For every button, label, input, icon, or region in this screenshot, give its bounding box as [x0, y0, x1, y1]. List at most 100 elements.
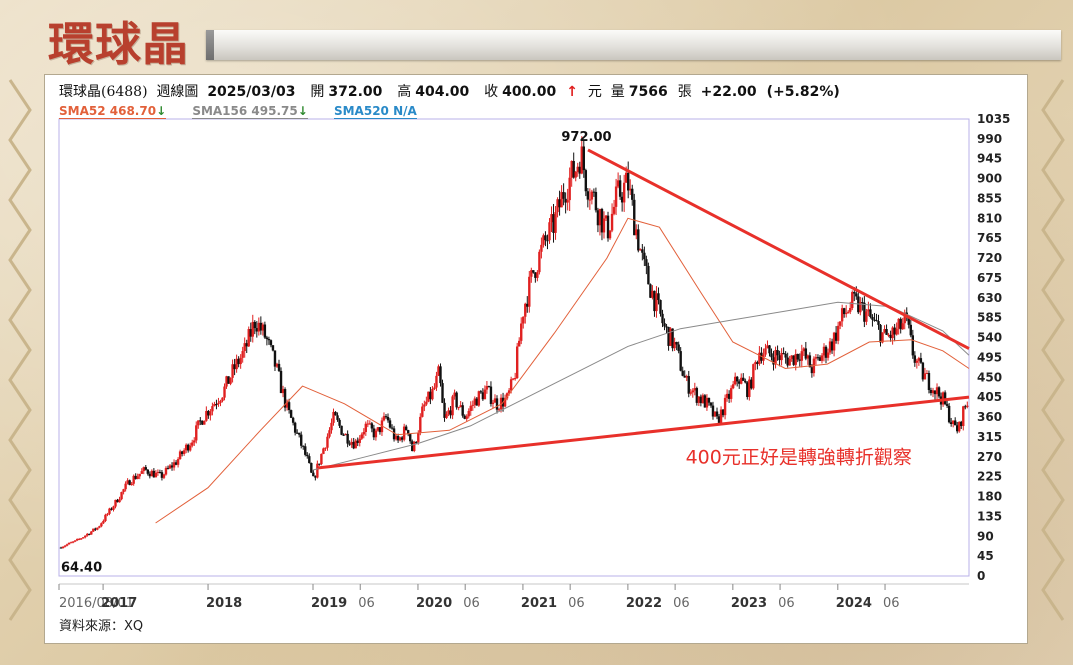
candle-body [106, 513, 109, 515]
candle-body [269, 340, 273, 346]
candle-body [675, 341, 678, 345]
candle-body [82, 537, 85, 539]
candle-body [247, 329, 250, 347]
candle-body [548, 222, 551, 241]
candle-body [725, 393, 729, 398]
candle-body [651, 290, 654, 298]
candle-body [465, 416, 468, 419]
candle-body [417, 432, 420, 443]
candle-body [279, 370, 283, 394]
candle-body [748, 379, 751, 397]
y-tick-label: 900 [977, 172, 1002, 186]
candle-body [758, 352, 761, 364]
candle-body [392, 428, 396, 440]
candle-body [923, 373, 927, 380]
candle-body [312, 472, 315, 477]
candle-body [616, 180, 620, 187]
candle-body [818, 357, 822, 361]
candle-body [328, 430, 331, 437]
candle-body [77, 538, 81, 540]
candle-body [671, 328, 674, 349]
candle-body [610, 213, 614, 231]
candle-body [772, 357, 775, 365]
candle-body [917, 358, 921, 361]
candle-body [742, 377, 745, 381]
candle-body [172, 462, 176, 468]
candle-body [419, 416, 422, 433]
candle-body [140, 471, 143, 474]
y-tick-label: 0 [977, 569, 985, 583]
candle-body [588, 199, 592, 201]
sma-legend: SMA52 468.70↓ SMA156 495.75↓ SMA520 N/A [59, 104, 439, 119]
candle-body [217, 402, 220, 405]
candle-body [746, 382, 749, 397]
candle-body [388, 420, 392, 428]
candle-body [608, 230, 612, 239]
candle-body [368, 423, 372, 425]
candle-body [429, 391, 432, 400]
candle-body [899, 318, 902, 330]
candle-body [195, 425, 198, 441]
candle-body [788, 358, 791, 366]
x-tick-label: 2023 [731, 596, 767, 611]
candle-body [719, 409, 723, 423]
candle-body [170, 465, 174, 468]
candle-body [421, 406, 424, 417]
candle-body [669, 328, 672, 346]
candle-body [937, 387, 941, 397]
candle-body [933, 390, 937, 395]
candle-body [443, 402, 446, 418]
candle-body [362, 431, 365, 435]
candle-body [166, 467, 170, 469]
low-price-label: 64.40 [61, 561, 102, 576]
candle-body [287, 402, 291, 411]
candle-body [731, 384, 735, 389]
candle-body [540, 244, 543, 252]
candle-body [677, 344, 680, 352]
candle-body [750, 379, 753, 389]
candle-body [911, 335, 915, 356]
candle-body [945, 404, 949, 406]
candle-body [441, 383, 444, 403]
candle-body [627, 172, 630, 191]
x-tick-label: 2017 [101, 596, 137, 611]
candle-body [556, 199, 559, 213]
candle-body [394, 435, 398, 440]
candle-body [499, 397, 503, 410]
candle-body [869, 309, 872, 317]
candle-body [156, 471, 160, 473]
candle-body [691, 390, 694, 393]
candle-body [667, 327, 670, 346]
candle-body [116, 499, 119, 503]
candle-body [231, 364, 234, 378]
candle-body [75, 539, 79, 541]
candle-body [802, 348, 806, 352]
candle-body [277, 363, 281, 371]
candle-body [261, 324, 265, 331]
candle-body [536, 272, 539, 278]
candle-body [657, 293, 660, 301]
candle-body [574, 171, 577, 178]
y-tick-label: 495 [977, 350, 1002, 364]
x-tick-label: 06 [463, 596, 480, 611]
candle-body [374, 430, 378, 438]
candle-body [867, 309, 870, 312]
candle-body [144, 467, 147, 470]
candle-body [227, 376, 230, 384]
candle-body [522, 316, 525, 324]
candle-body [322, 448, 325, 454]
candle-body [786, 357, 789, 366]
x-tick-label: 2020 [416, 596, 452, 611]
candle-body [402, 426, 406, 440]
x-tick-label: 06 [568, 596, 585, 611]
candle-body [493, 398, 497, 403]
candle-body [354, 440, 357, 449]
candle-body [507, 390, 511, 394]
candle-body [289, 410, 293, 418]
candle-body [885, 329, 888, 335]
candle-body [673, 341, 676, 349]
candle-body [958, 421, 961, 432]
candle-body [84, 535, 87, 538]
candle-body [554, 212, 557, 233]
candle-body [740, 377, 743, 384]
